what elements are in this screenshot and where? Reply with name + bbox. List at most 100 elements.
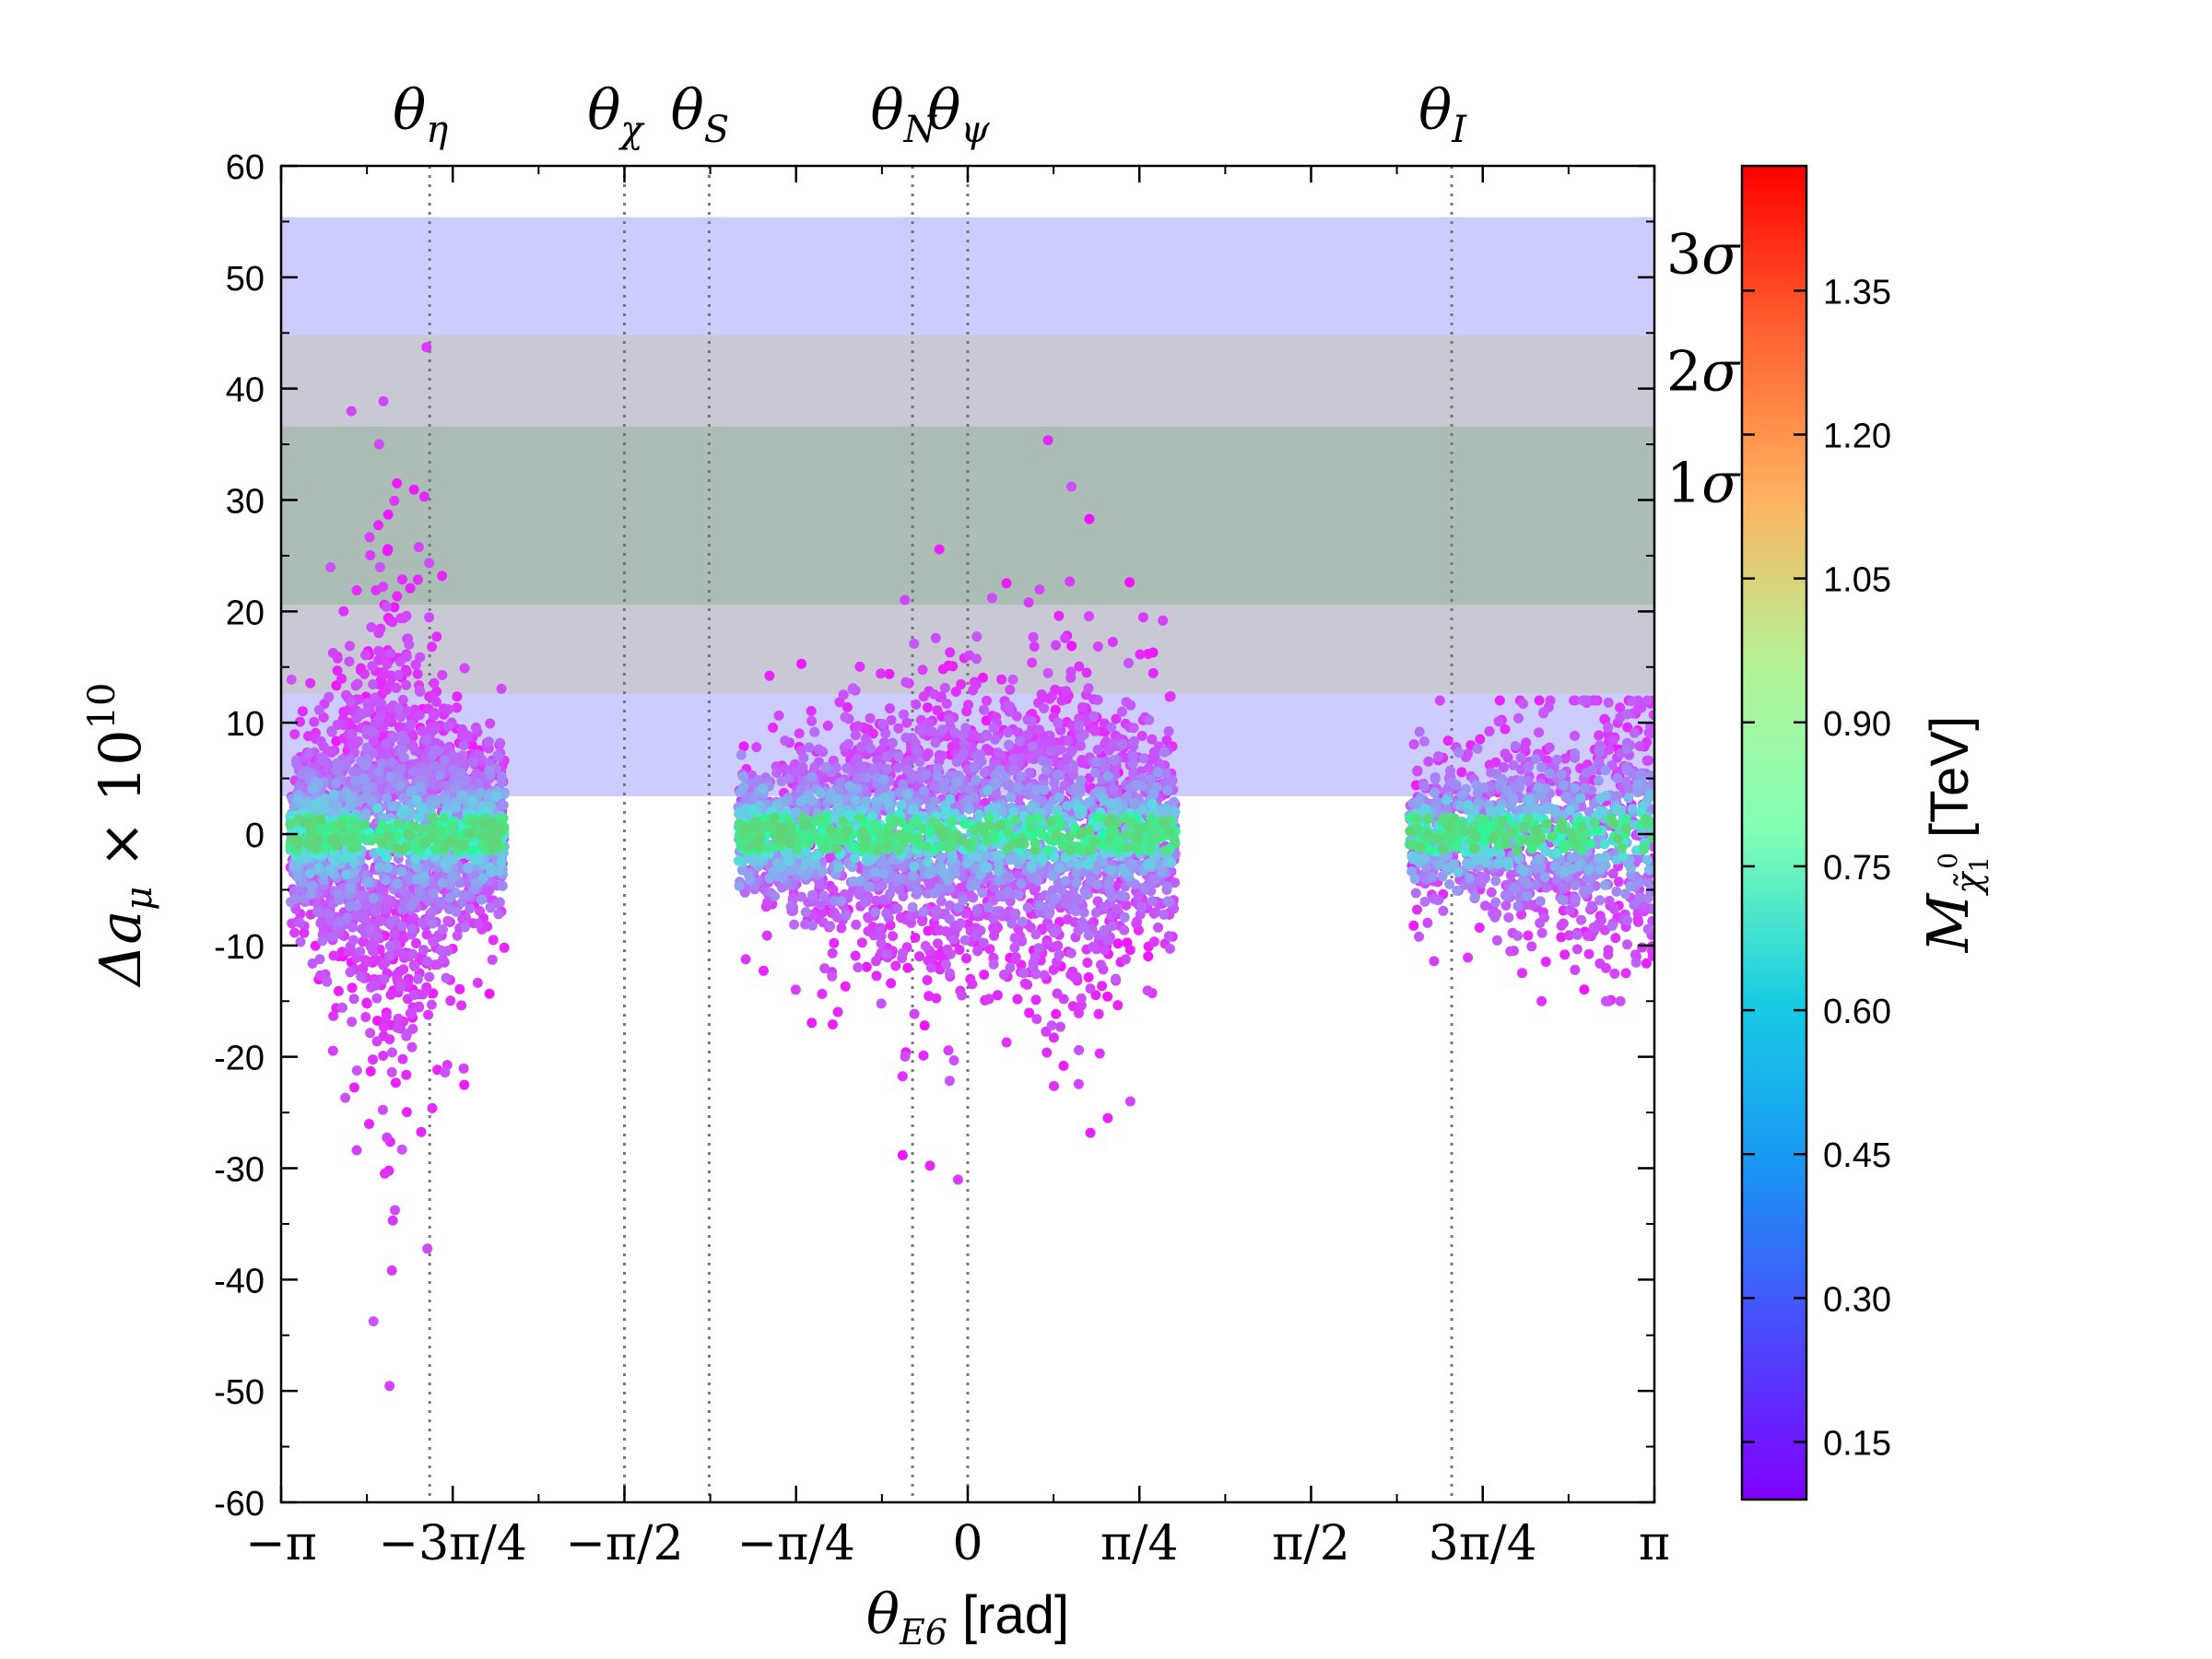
data-point (387, 617, 398, 628)
data-point (344, 656, 355, 667)
data-point (1066, 641, 1077, 652)
data-point (1070, 906, 1081, 917)
data-point (951, 757, 962, 768)
data-point (1067, 759, 1078, 771)
data-point (429, 711, 439, 722)
data-point (957, 990, 967, 1001)
data-point (1414, 726, 1425, 737)
data-point (990, 734, 1001, 745)
data-point (761, 930, 772, 941)
data-point (1434, 695, 1445, 706)
data-point (317, 755, 328, 766)
data-point (1022, 902, 1033, 912)
data-point (861, 772, 872, 783)
data-point (790, 984, 801, 995)
data-point (401, 1069, 412, 1080)
data-point (1074, 1044, 1085, 1055)
data-point (1523, 930, 1534, 941)
data-point (1073, 1078, 1084, 1089)
data-point (1010, 954, 1021, 965)
data-point (944, 913, 955, 924)
data-point (1136, 731, 1147, 741)
data-point (1094, 1048, 1105, 1059)
data-point (982, 902, 994, 912)
data-point (988, 959, 999, 970)
data-point (428, 888, 439, 899)
data-point (1571, 929, 1583, 940)
data-point (986, 593, 997, 604)
data-point (928, 688, 939, 700)
data-point (429, 677, 440, 688)
data-point (1077, 701, 1088, 712)
data-point (409, 990, 419, 1000)
data-point (1514, 782, 1524, 793)
data-point (998, 970, 1009, 980)
data-point (1556, 894, 1567, 905)
data-point (932, 938, 943, 949)
data-point (751, 742, 762, 753)
data-point (819, 963, 830, 974)
data-point (473, 918, 484, 929)
data-point (969, 762, 980, 773)
data-point (1429, 893, 1440, 904)
data-point (324, 691, 335, 702)
data-point (1524, 761, 1535, 772)
data-point (893, 751, 904, 761)
data-point (930, 632, 941, 643)
data-point (804, 742, 815, 753)
data-point (912, 746, 924, 757)
data-point (1472, 743, 1483, 754)
data-point (884, 668, 895, 679)
data-point (389, 602, 400, 613)
data-point (1082, 958, 1093, 968)
data-point (1015, 735, 1025, 747)
data-point (841, 762, 853, 773)
data-point (1604, 896, 1615, 906)
data-point (943, 1045, 954, 1056)
data-point (1615, 995, 1626, 1006)
data-point (959, 739, 971, 750)
data-point (1001, 578, 1012, 589)
data-point (414, 886, 425, 897)
data-point (1044, 730, 1055, 741)
data-point (1521, 737, 1532, 748)
data-point (1607, 735, 1618, 746)
data-point (1153, 922, 1164, 933)
data-point (368, 1054, 378, 1065)
data-point (806, 1018, 818, 1029)
data-point (315, 918, 326, 929)
data-point (1039, 702, 1050, 713)
data-point (386, 1265, 397, 1276)
data-point (1442, 735, 1453, 747)
data-point (458, 740, 469, 751)
data-point (1633, 877, 1644, 888)
data-point (362, 956, 373, 967)
data-point (1622, 722, 1633, 733)
data-point (1069, 972, 1080, 983)
data-point (992, 990, 1003, 1001)
data-point (345, 967, 356, 978)
data-point (1051, 640, 1062, 651)
data-point (392, 591, 403, 602)
data-point (1612, 772, 1623, 783)
data-point (1636, 702, 1647, 713)
data-point (940, 959, 951, 970)
data-point (918, 1050, 929, 1061)
data-point (1541, 882, 1552, 893)
data-point (1074, 720, 1085, 731)
data-point (907, 901, 918, 912)
data-point (776, 776, 787, 786)
data-point (379, 973, 390, 984)
data-point (935, 896, 947, 907)
data-point (1112, 1000, 1124, 1011)
data-point (324, 909, 335, 920)
data-point (1475, 734, 1486, 745)
scatter-points (285, 342, 1654, 1392)
data-point (1494, 695, 1505, 706)
data-point (1544, 742, 1555, 753)
data-point (828, 1019, 838, 1030)
data-point (907, 733, 917, 744)
data-point (1594, 730, 1605, 741)
data-point (1041, 939, 1053, 950)
data-point (882, 764, 893, 774)
